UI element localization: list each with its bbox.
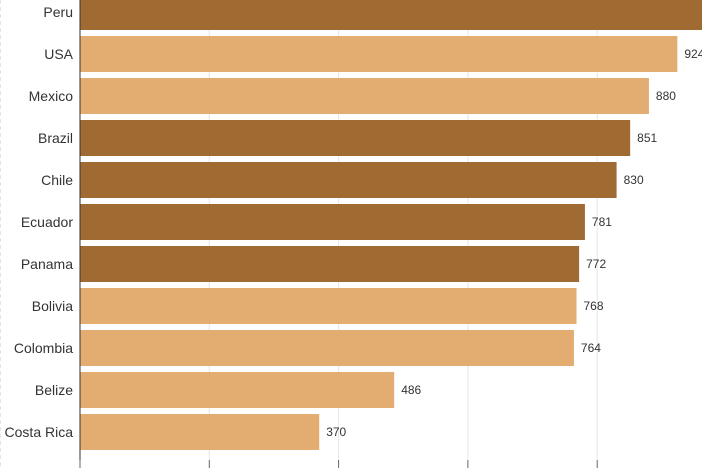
value-label: 772 bbox=[586, 257, 606, 271]
bar-panama bbox=[80, 246, 580, 282]
value-label: 486 bbox=[401, 383, 421, 397]
value-label: 370 bbox=[326, 425, 346, 439]
bar-ecuador bbox=[80, 204, 585, 240]
category-labels: Peru USA Mexico Brazil Chile Ecuador Panama Bol… bbox=[5, 4, 74, 440]
category-label: Bolivia bbox=[32, 298, 73, 314]
value-label: 781 bbox=[592, 215, 612, 229]
axes bbox=[0, 0, 598, 468]
bar-colombia bbox=[80, 330, 574, 366]
bar-chile bbox=[80, 162, 617, 198]
bar-belize bbox=[80, 372, 395, 408]
value-label: 924 bbox=[684, 47, 702, 61]
value-label: 851 bbox=[637, 131, 657, 145]
value-label: 768 bbox=[584, 299, 604, 313]
bar-usa bbox=[80, 36, 678, 72]
value-label: 830 bbox=[624, 173, 644, 187]
category-label: Panama bbox=[21, 256, 73, 272]
bar-bolivia bbox=[80, 288, 577, 324]
value-label: 880 bbox=[656, 89, 676, 103]
bars bbox=[80, 0, 702, 450]
category-label: Chile bbox=[41, 172, 73, 188]
category-label: Ecuador bbox=[21, 214, 73, 230]
bar-peru bbox=[80, 0, 702, 30]
value-label: 764 bbox=[581, 341, 601, 355]
category-label: Mexico bbox=[29, 88, 74, 104]
category-label: Peru bbox=[43, 4, 73, 20]
bar-brazil bbox=[80, 120, 631, 156]
category-label: Colombia bbox=[14, 340, 73, 356]
bar-mexico bbox=[80, 78, 649, 114]
bar-costa-rica bbox=[80, 414, 320, 450]
category-label: Belize bbox=[35, 382, 73, 398]
category-label: Costa Rica bbox=[5, 424, 74, 440]
category-label: USA bbox=[44, 46, 73, 62]
category-label: Brazil bbox=[38, 130, 73, 146]
value-labels: 924 880 851 830 781 772 768 764 486 370 bbox=[326, 47, 702, 439]
